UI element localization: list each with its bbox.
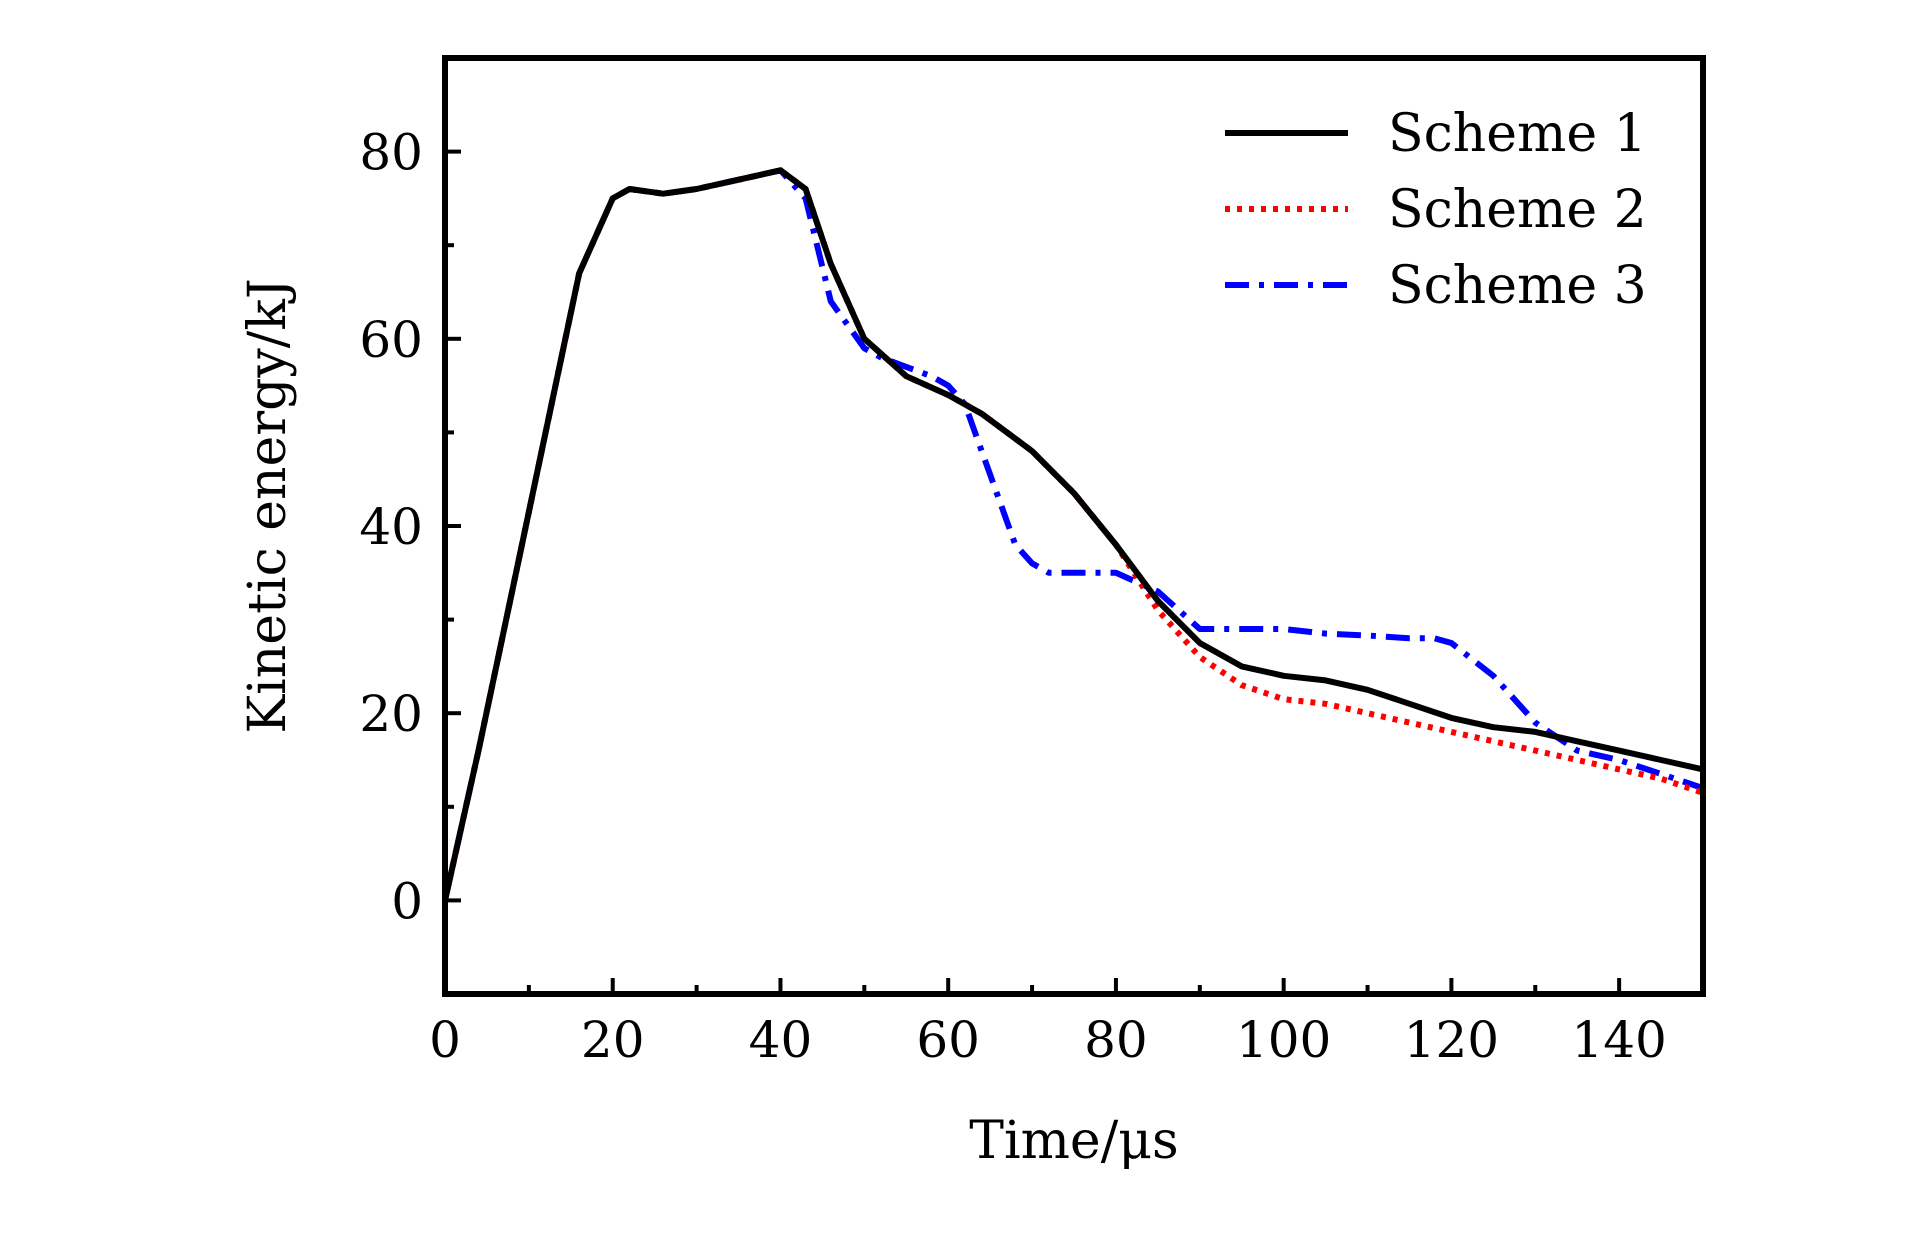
tick-labels-layer: 0 20 40 60 80 100 120 140 0 20 40 60 80: [359, 124, 1666, 1069]
x-tick-label: 80: [1084, 1011, 1148, 1069]
y-tick-label: 20: [359, 685, 423, 743]
x-tick-label: 40: [749, 1011, 813, 1069]
series-line-scheme-1: [442, 167, 1706, 904]
legend: Scheme 1 Scheme 2 Scheme 3: [1225, 104, 1647, 316]
x-tick-label: 60: [916, 1011, 980, 1069]
legend-label: Scheme 1: [1388, 104, 1647, 164]
y-tick-label: 40: [359, 498, 423, 556]
legend-label: Scheme 2: [1388, 180, 1647, 240]
x-tick-label: 120: [1404, 1011, 1499, 1069]
x-axis-title: Time/μs: [969, 1111, 1178, 1171]
legend-label: Scheme 3: [1388, 256, 1647, 316]
y-axis-title: Kinetic energy/kJ: [238, 278, 298, 733]
y-tick-label: 60: [359, 311, 423, 369]
x-tick-label: 100: [1236, 1011, 1331, 1069]
x-tick-label: 0: [429, 1011, 461, 1069]
y-tick-label: 80: [359, 124, 423, 182]
series-layer: [442, 167, 1706, 904]
x-tick-label: 140: [1571, 1011, 1666, 1069]
y-tick-label: 0: [391, 872, 423, 930]
x-tick-label: 20: [581, 1011, 645, 1069]
plot-frame: [442, 55, 1706, 997]
